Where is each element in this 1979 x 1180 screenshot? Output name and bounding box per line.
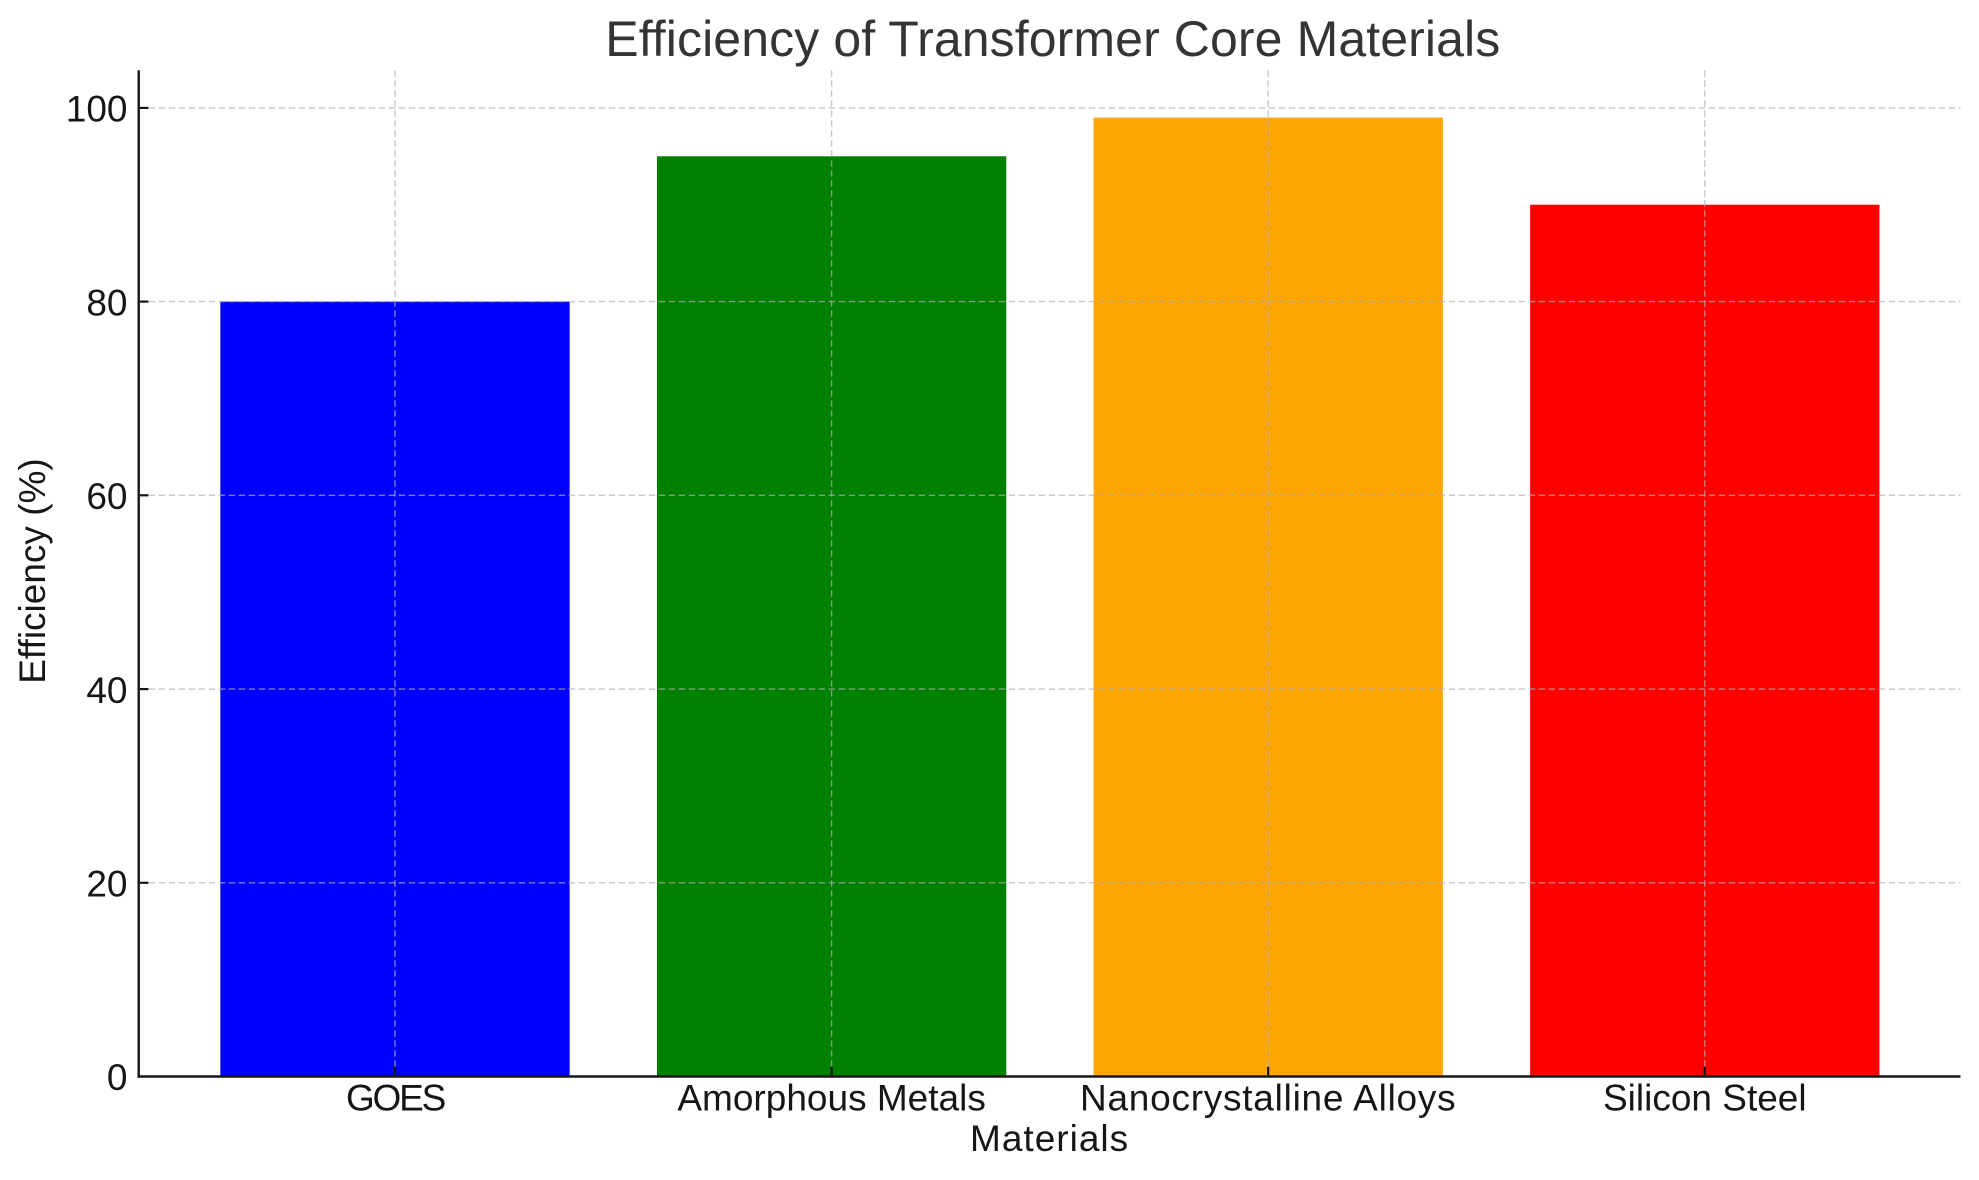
svg-text:0: 0 (107, 1057, 128, 1098)
svg-text:Silicon Steel: Silicon Steel (1603, 1078, 1807, 1119)
svg-text:40: 40 (86, 670, 127, 711)
svg-text:20: 20 (86, 864, 127, 905)
svg-text:Efficiency of Transformer Core: Efficiency of Transformer Core Materials (605, 11, 1500, 67)
svg-text:Materials: Materials (970, 1118, 1129, 1159)
svg-text:100: 100 (66, 89, 128, 130)
svg-text:60: 60 (86, 476, 127, 517)
svg-text:Amorphous Metals: Amorphous Metals (677, 1078, 985, 1119)
svg-text:GOES: GOES (346, 1078, 445, 1119)
svg-text:80: 80 (86, 282, 127, 323)
svg-text:Nanocrystalline Alloys: Nanocrystalline Alloys (1080, 1078, 1456, 1119)
svg-text:Efficiency (%): Efficiency (%) (12, 458, 53, 684)
